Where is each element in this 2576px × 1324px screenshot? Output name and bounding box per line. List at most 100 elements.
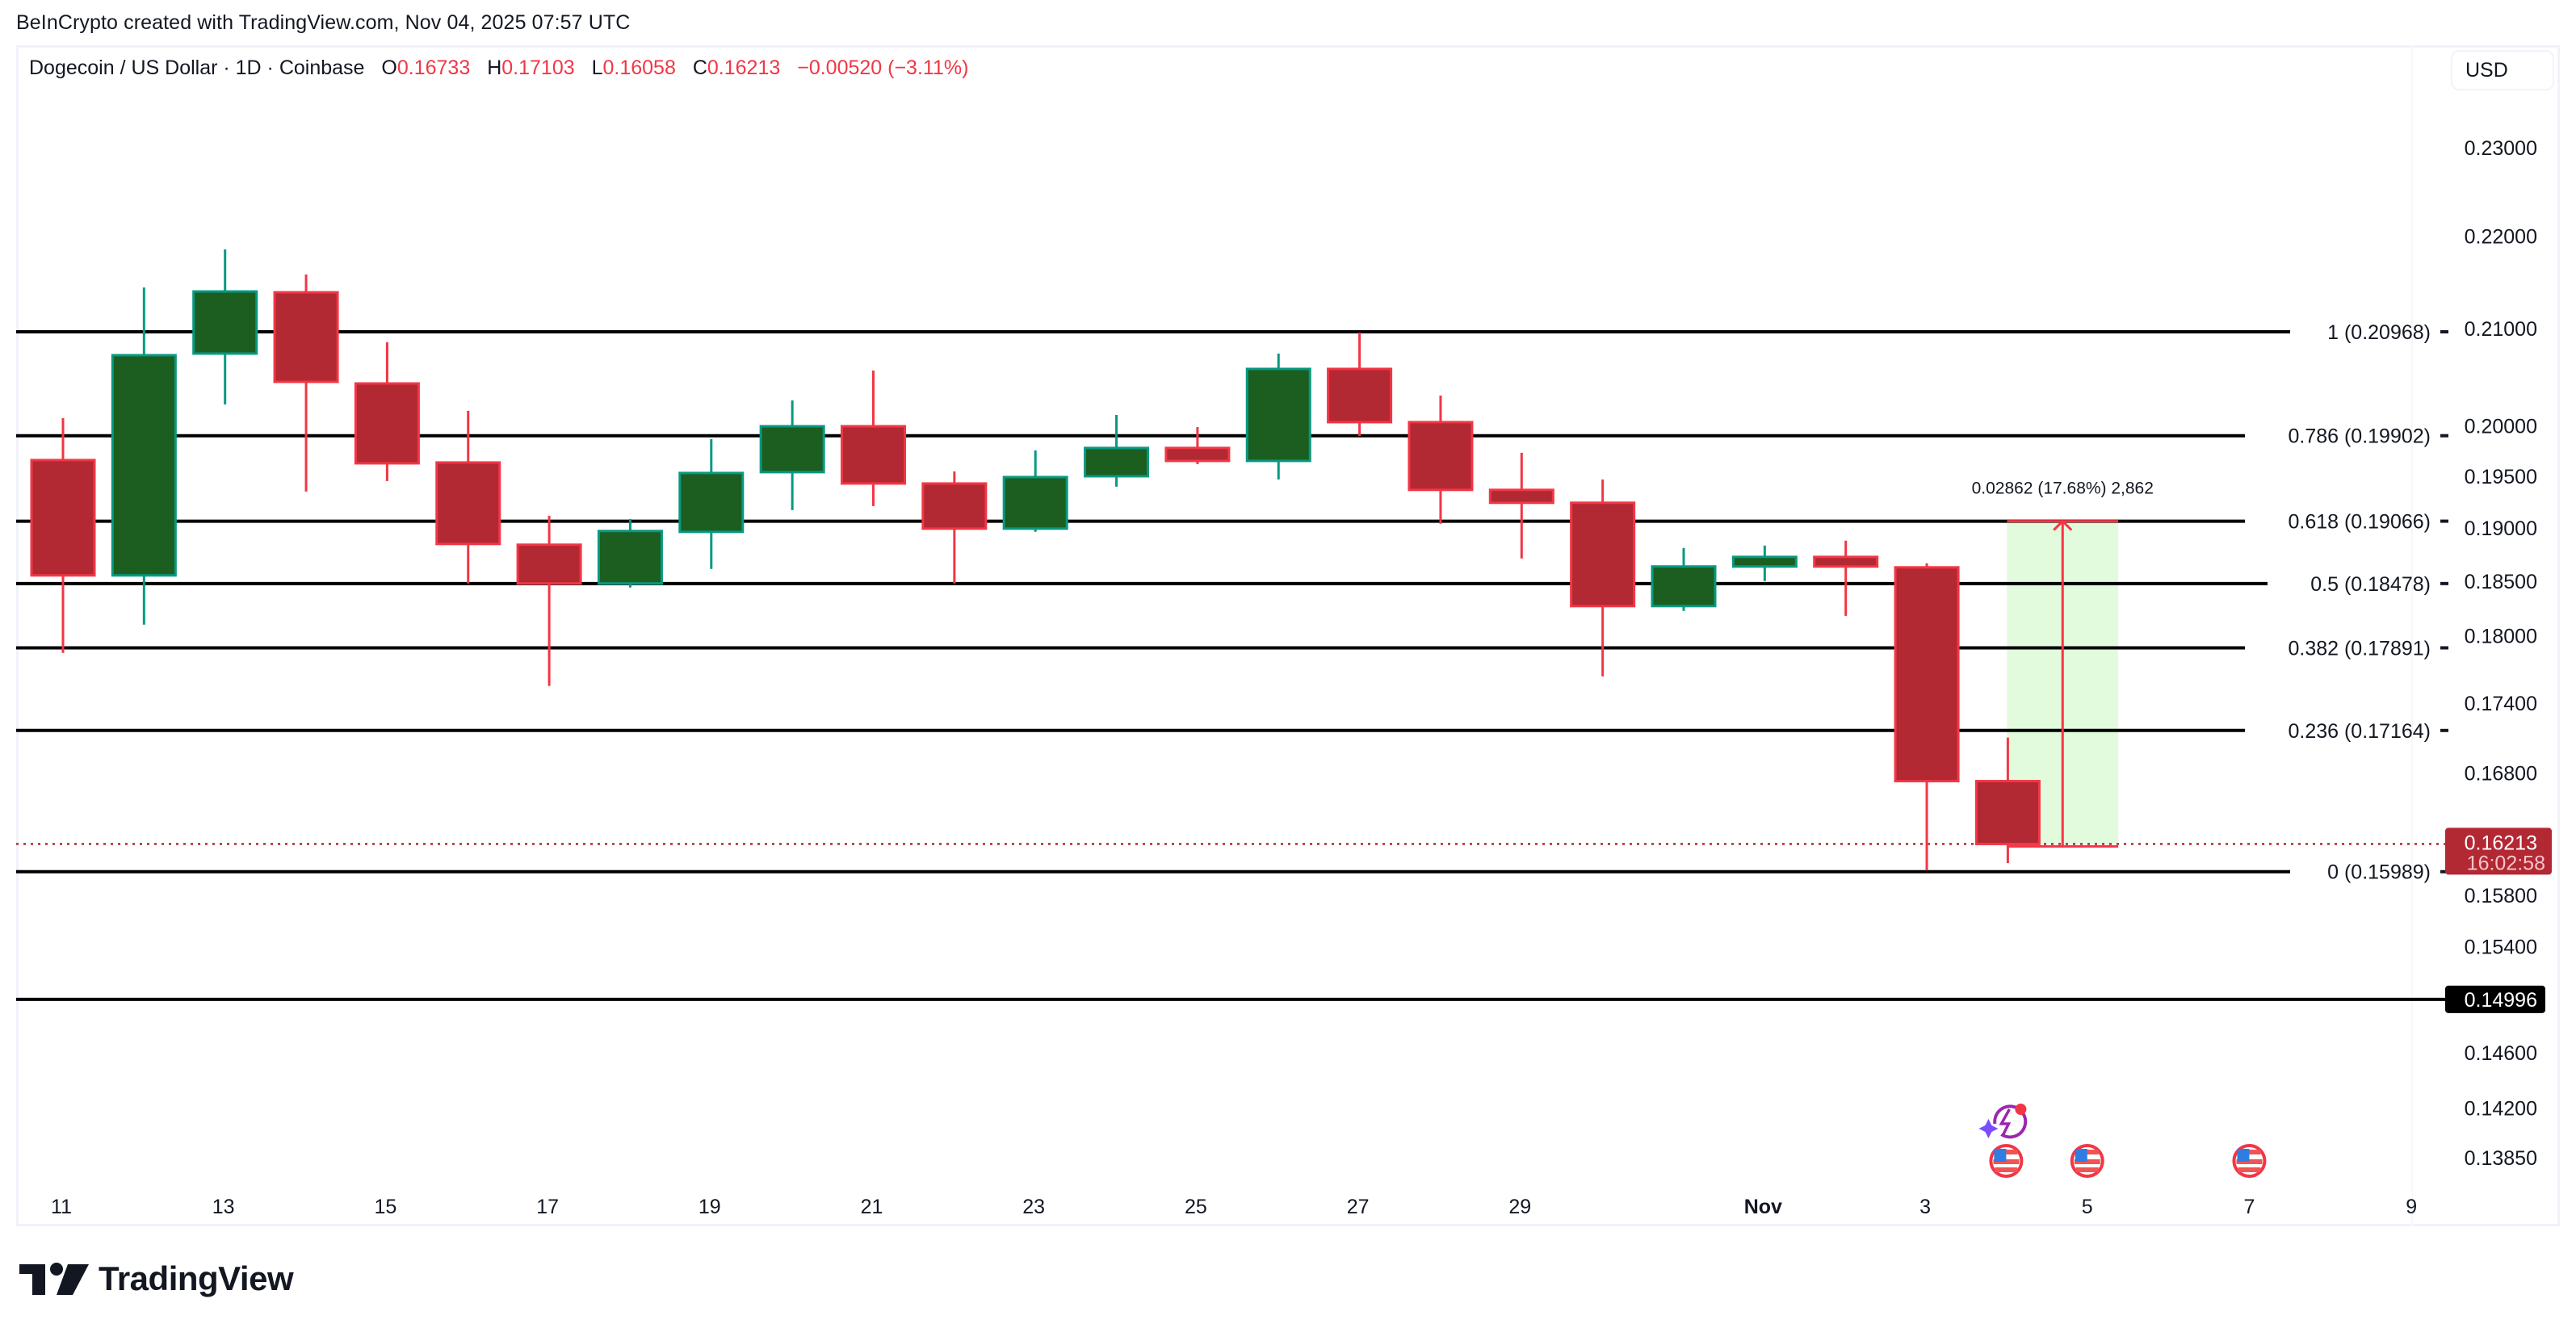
candle-oct-12: [111, 287, 177, 625]
candle-countdown: 16:02:58: [2467, 852, 2545, 874]
price-tick: 0.22000: [2465, 225, 2537, 248]
measure-label: 0.02862 (17.68%) 2,862: [1972, 480, 2154, 498]
candle-oct-20: [759, 400, 825, 510]
candle-oct-18: [597, 518, 663, 588]
candle-oct-27: [1327, 332, 1393, 436]
flash-event-icon[interactable]: [1978, 1104, 2028, 1139]
tradingview-logo-icon: [19, 1263, 89, 1295]
close-label: C: [692, 57, 707, 79]
time-tick: Nov: [1744, 1196, 1782, 1218]
level-price-label-text: 0.14996: [2465, 989, 2537, 1012]
candle-oct-23: [1002, 450, 1068, 532]
tradingview-logo[interactable]: TradingView: [19, 1259, 294, 1298]
candle-body: [1488, 488, 1554, 505]
candle-body: [841, 425, 906, 485]
time-tick: 11: [51, 1196, 72, 1218]
candle-body: [1408, 421, 1474, 492]
candle-body: [1327, 367, 1393, 424]
price-tick: 0.14600: [2465, 1042, 2537, 1065]
chart-legend: Dogecoin / US Dollar · 1D · Coinbase O0.…: [29, 57, 968, 80]
candle-nov-2: [1813, 540, 1879, 616]
candle-body: [1570, 501, 1636, 608]
price-tick: 0.13850: [2465, 1147, 2537, 1170]
candle-oct-22: [921, 471, 988, 584]
us-flag-event-icon[interactable]: [2070, 1144, 2104, 1178]
fib-label-0.236: 0.236 (0.17164): [2288, 720, 2431, 743]
price-tick: 0.14200: [2465, 1097, 2537, 1120]
candle-nov-4: [1974, 737, 2041, 864]
time-tick: 3: [1919, 1196, 1931, 1218]
candle-oct-29: [1488, 452, 1554, 559]
candle-body: [192, 290, 258, 355]
candle-body: [1002, 476, 1068, 530]
candle-body: [1651, 565, 1717, 608]
candle-nov-3: [1894, 563, 1960, 871]
candle-body: [111, 354, 177, 577]
price-tick: 0.19500: [2465, 466, 2537, 488]
measure-arrow: 0.02862 (17.68%) 2,862: [1972, 480, 2154, 848]
price-tick: 0.17400: [2465, 693, 2537, 715]
us-flag-event-icon[interactable]: [1989, 1144, 2024, 1178]
current-price-value: 0.16213: [2465, 832, 2537, 854]
time-tick: 7: [2243, 1196, 2255, 1218]
time-tick: 29: [1508, 1196, 1531, 1218]
price-tick: 0.18500: [2465, 571, 2537, 593]
candle-oct-15: [354, 341, 420, 481]
candle-oct-13: [192, 249, 258, 404]
candle-body: [1731, 555, 1798, 568]
low-label: L: [591, 57, 603, 79]
candle-oct-19: [678, 438, 745, 569]
open-value: 0.16733: [396, 57, 471, 79]
price-tick: 0.15400: [2465, 936, 2537, 958]
candle-body: [435, 461, 501, 546]
time-tick: 21: [861, 1196, 883, 1218]
current-price-label[interactable]: [2445, 828, 2552, 875]
time-tick: 19: [699, 1196, 721, 1218]
fib-label-0: 0 (0.15989): [2327, 861, 2431, 884]
time-tick: 15: [374, 1196, 396, 1218]
currency-button[interactable]: USD: [2451, 50, 2554, 90]
high-label: H: [487, 57, 502, 79]
time-tick: 27: [1347, 1196, 1370, 1218]
price-tick: 0.15800: [2465, 885, 2537, 907]
candle-body: [1813, 555, 1879, 568]
us-flag-event-icon[interactable]: [2232, 1144, 2267, 1178]
candle-body: [30, 459, 96, 577]
fib-label-0.786: 0.786 (0.19902): [2288, 425, 2431, 448]
price-axis-separator: [2411, 45, 2413, 1226]
candle-body: [354, 382, 420, 465]
change-value: −0.00520 (−3.11%): [797, 57, 969, 79]
candle-oct-24: [1084, 414, 1150, 487]
fib-label-1: 1 (0.20968): [2327, 321, 2431, 344]
low-value: 0.16058: [602, 57, 676, 79]
symbol-title[interactable]: Dogecoin / US Dollar · 1D · Coinbase: [29, 57, 365, 79]
candle-body: [678, 471, 745, 534]
attribution-text: BeInCrypto created with TradingView.com,…: [16, 11, 631, 34]
candle-oct-14: [273, 274, 339, 492]
candles: [30, 249, 2041, 871]
candle-oct-26: [1245, 353, 1311, 480]
time-tick: 9: [2406, 1196, 2417, 1218]
candle-oct-31: [1651, 547, 1717, 611]
close-value: 0.16213: [707, 57, 781, 79]
fib-label-0.5: 0.5 (0.18478): [2310, 573, 2431, 596]
level-price-label[interactable]: [2445, 985, 2545, 1013]
time-axis[interactable]: 11 13 15 17 19 21 23 25 27 29 Nov 3 5 7 9: [51, 1196, 2417, 1218]
time-tick: 13: [212, 1196, 235, 1218]
candle-body: [759, 425, 825, 474]
candle-oct-28: [1408, 396, 1474, 524]
event-markers[interactable]: [1978, 1104, 2267, 1178]
candle-body: [597, 530, 663, 585]
candle-nov-1: [1731, 545, 1798, 581]
time-tick: 23: [1022, 1196, 1045, 1218]
candle-body: [1164, 446, 1231, 463]
fib-label-0.618: 0.618 (0.19066): [2288, 511, 2431, 534]
candle-body: [516, 543, 582, 585]
tradingview-logo-text: TradingView: [99, 1259, 294, 1297]
open-label: O: [381, 57, 397, 79]
price-tick: 0.19000: [2465, 517, 2537, 540]
price-axis[interactable]: 0.23000 0.22000 0.21000 0.20000 0.19500 0.190…: [2445, 137, 2552, 1170]
chart-frame: [16, 45, 2560, 1226]
time-tick: 25: [1185, 1196, 1207, 1218]
